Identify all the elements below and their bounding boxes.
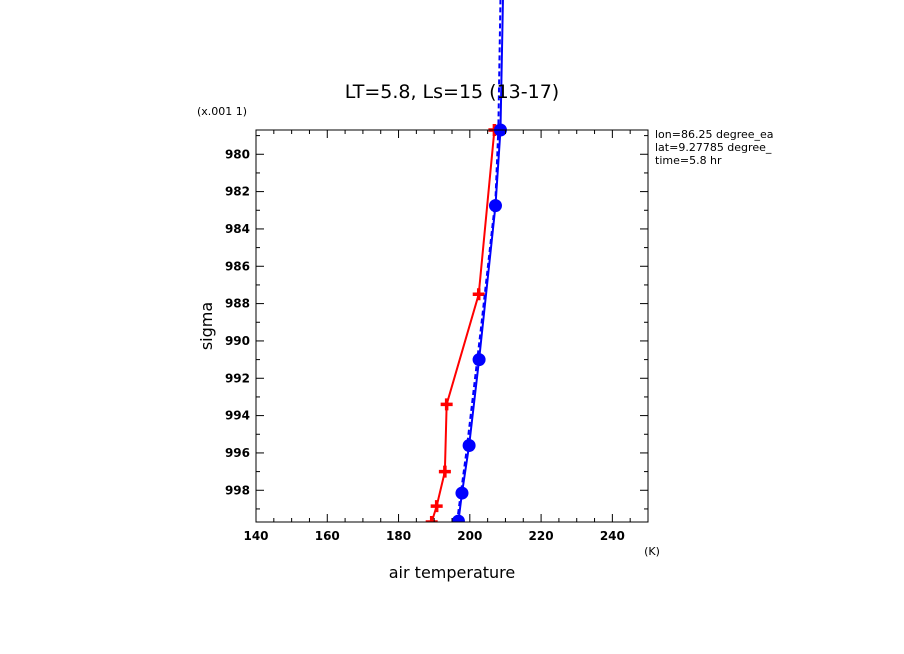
annotation-time: time=5.8 hr xyxy=(655,154,722,167)
y-tick-label: 998 xyxy=(225,483,250,497)
data-point-plus xyxy=(440,398,453,411)
y-tick-label: 992 xyxy=(225,371,250,385)
data-point-plus xyxy=(472,288,485,301)
ticks-layer: 140 160 180 200 220 240 980 982 984 986 988 990 992 9… xyxy=(225,130,648,543)
data-point-circle xyxy=(472,353,486,367)
series-line xyxy=(455,0,502,522)
y-tick-label: 984 xyxy=(225,222,250,236)
y-tick-label: 980 xyxy=(225,147,250,161)
x-axis-label: air temperature xyxy=(389,563,515,582)
y-tick-label: 988 xyxy=(225,297,250,311)
data-point-circle xyxy=(455,486,469,500)
x-tick-label: 220 xyxy=(529,529,554,543)
text-layer: LT=5.8, Ls=15 (13-17) air temperature (K… xyxy=(197,81,774,582)
annotation-lon: lon=86.25 degree_ea xyxy=(655,128,774,141)
x-tick-label: 160 xyxy=(315,529,340,543)
chart-title: LT=5.8, Ls=15 (13-17) xyxy=(345,81,559,103)
x-tick-label: 180 xyxy=(386,529,411,543)
y-tick-label: 982 xyxy=(225,185,250,199)
data-point-plus xyxy=(438,465,451,478)
annotation-lat: lat=9.27785 degree_ xyxy=(655,141,772,154)
y-tick-label: 986 xyxy=(225,259,250,273)
y-tick-label: 996 xyxy=(225,446,250,460)
data-point-plus xyxy=(425,516,438,522)
x-tick-label: 240 xyxy=(600,529,625,543)
data-point-circle xyxy=(488,199,502,213)
y-tick-label: 990 xyxy=(225,334,250,348)
series-2 xyxy=(455,0,502,522)
x-tick-label: 200 xyxy=(457,529,482,543)
x-axis-unit: (K) xyxy=(644,545,660,558)
data-point-plus xyxy=(430,500,443,513)
y-axis-scale-note: (x.001 1) xyxy=(197,105,247,118)
data-point-circle xyxy=(462,438,476,452)
x-tick-label: 140 xyxy=(243,529,268,543)
y-axis-label: sigma xyxy=(197,302,216,350)
y-tick-label: 994 xyxy=(225,409,250,423)
